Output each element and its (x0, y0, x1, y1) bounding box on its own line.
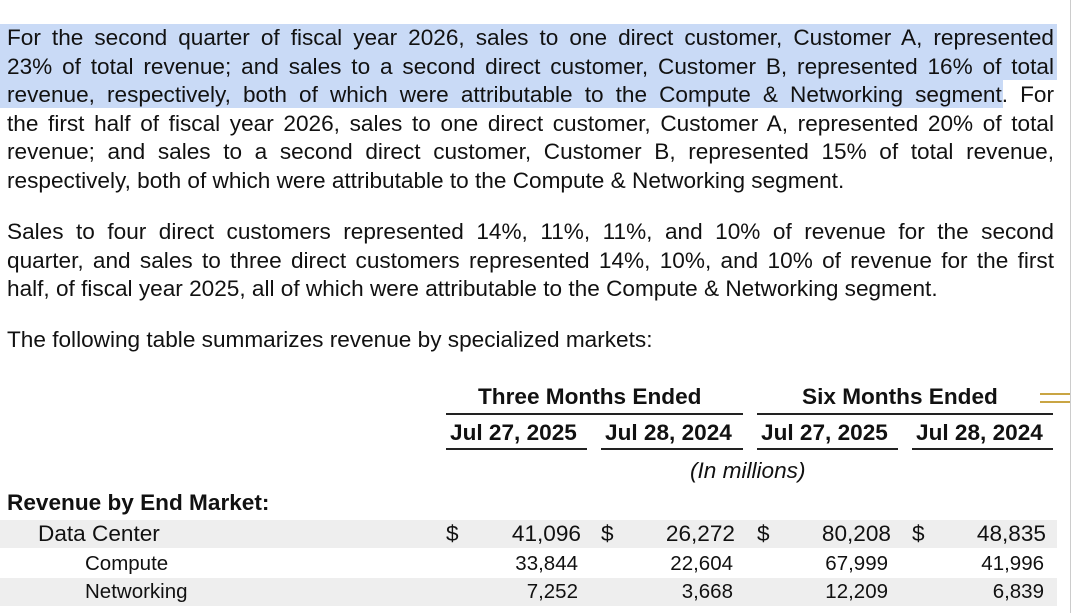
paragraph-line: the first half of fiscal year 2026, sale… (7, 110, 1054, 136)
column-header: Jul 27, 2025 (450, 420, 577, 445)
currency-symbol: $ (912, 521, 925, 546)
edge-marker (1040, 393, 1071, 403)
paragraph-line: half, of fiscal year 2025, all of which … (7, 276, 938, 302)
paragraph-line: Sales to four direct customers represent… (7, 219, 1054, 244)
column-header-rule (757, 448, 898, 450)
column-header: Jul 27, 2025 (761, 420, 888, 445)
table-cell: 67,999 (825, 552, 888, 575)
paragraph-line: The following table summarizes revenue b… (7, 327, 653, 352)
currency-symbol: $ (601, 521, 614, 546)
table-intro-paragraph: The following table summarizes revenue b… (7, 326, 1054, 355)
table-cell: 3,668 (681, 580, 733, 603)
table-cell: 26,272 (665, 521, 735, 546)
customer-concentration-paragraph: For the second quarter of fiscal year 20… (7, 24, 1054, 196)
column-header: Jul 28, 2024 (605, 420, 732, 445)
row-label-networking: Networking (85, 580, 188, 603)
text-selection-highlight-line3 (0, 80, 1003, 108)
group-header-six-months: Six Months Ended (802, 384, 998, 409)
table-cell: 33,844 (515, 552, 578, 575)
table-cell: 41,096 (511, 521, 581, 546)
paragraph-line: quarter, and sales to three direct custo… (7, 247, 1054, 273)
table-cell: 7,252 (526, 580, 578, 603)
units-label: (In millions) (690, 458, 806, 483)
table-cell: 41,996 (981, 552, 1044, 575)
table-cell: 12,209 (825, 580, 888, 603)
group-header-three-months: Three Months Ended (478, 384, 702, 409)
paragraph-line: 23% of total revenue; and sales to a sec… (7, 53, 1054, 79)
currency-symbol: $ (757, 521, 770, 546)
group-header-rule (446, 413, 743, 415)
paragraph-line: For the second quarter of fiscal year 20… (7, 25, 1054, 50)
column-header-rule (912, 448, 1053, 450)
group-header-rule (757, 413, 1053, 415)
table-cell: 80,208 (821, 521, 891, 546)
text-selection-highlight (0, 24, 1057, 80)
table-cell: 22,604 (670, 552, 733, 575)
column-header-rule (446, 448, 587, 450)
row-shading (0, 578, 1057, 606)
table-cell: 48,835 (976, 521, 1046, 546)
highlighted-text: revenue, respectively, both of which wer… (7, 82, 1002, 108)
paragraph-line: respectively, both of which were attribu… (7, 167, 845, 193)
column-header: Jul 28, 2024 (916, 420, 1043, 445)
section-title: Revenue by End Market: (7, 490, 270, 515)
row-shading (0, 520, 1057, 548)
prior-year-customers-paragraph: Sales to four direct customers represent… (7, 218, 1054, 304)
paragraph-line: revenue, respectively, both of which wer… (7, 82, 1054, 108)
row-label-data-center: Data Center (38, 521, 160, 546)
row-label-compute: Compute (85, 552, 169, 575)
currency-symbol: $ (446, 521, 459, 546)
paragraph-line: revenue; and sales to a second direct cu… (7, 139, 1054, 165)
table-cell: 6,839 (992, 580, 1044, 603)
column-header-rule (601, 448, 743, 450)
